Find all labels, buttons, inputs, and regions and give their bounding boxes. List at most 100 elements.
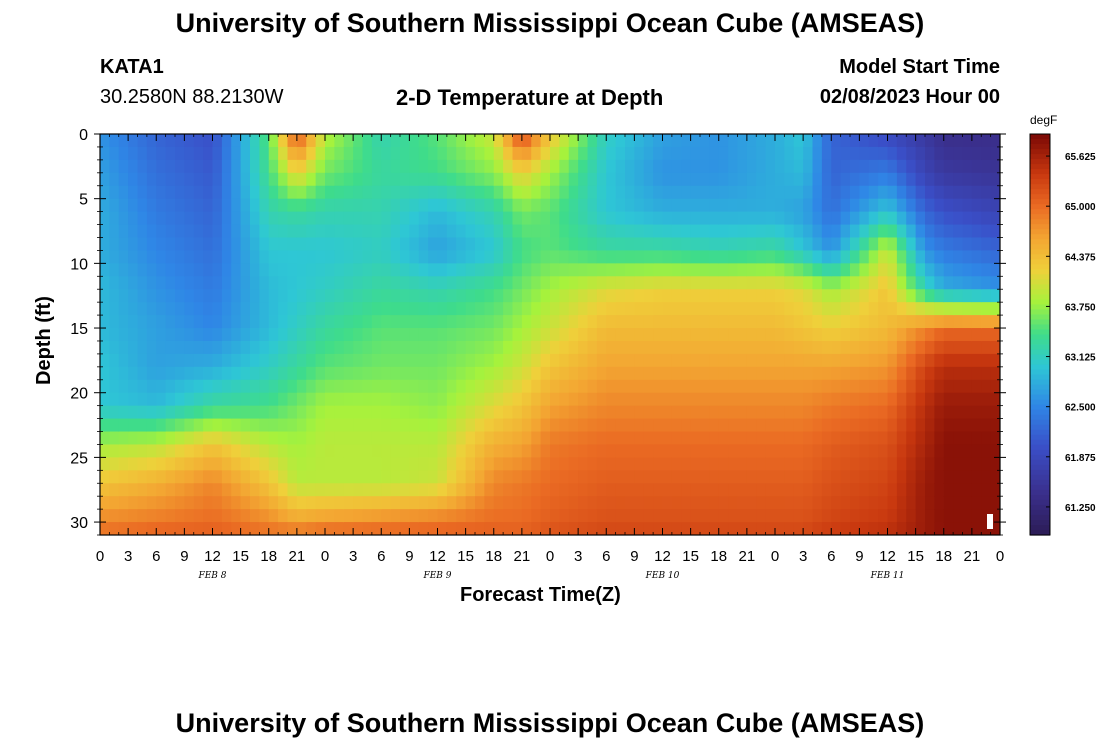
heatmap-cell — [625, 496, 635, 510]
heatmap-cell — [259, 172, 270, 187]
heatmap-cell — [859, 289, 870, 303]
heatmap-cell — [671, 483, 682, 497]
heatmap-cell — [259, 159, 270, 174]
heatmap-cell — [446, 159, 457, 174]
heatmap-cell — [662, 418, 673, 433]
heatmap-cell — [793, 185, 804, 200]
heatmap-cell — [353, 302, 364, 316]
heatmap-cell — [175, 328, 185, 342]
heatmap-cell — [193, 483, 204, 497]
heatmap-cell — [821, 496, 832, 510]
colorbar-swatch — [1030, 359, 1050, 366]
heatmap-cell — [278, 224, 289, 239]
colorbar-label: 63.750 — [1065, 302, 1096, 313]
heatmap-cell — [343, 470, 354, 484]
heatmap-cell — [221, 328, 232, 342]
heatmap-cell — [606, 315, 617, 329]
heatmap-cell — [587, 483, 598, 497]
heatmap-cell — [737, 483, 748, 497]
heatmap-cell — [100, 315, 110, 329]
heatmap-cell — [634, 457, 645, 471]
x-tick-label: 18 — [485, 548, 502, 565]
heatmap-cell — [371, 496, 382, 510]
heatmap-cell — [681, 457, 692, 471]
heatmap-cell — [606, 379, 617, 394]
heatmap-cell — [184, 172, 195, 187]
colorbar-swatch — [1030, 234, 1050, 240]
heatmap-cell — [353, 185, 364, 200]
heatmap-cell — [859, 522, 870, 535]
heatmap-cell — [887, 172, 898, 187]
heatmap-cell — [334, 496, 345, 510]
heatmap-cell — [259, 522, 270, 535]
heatmap-cell — [493, 250, 504, 264]
heatmap-cell — [821, 418, 832, 433]
heatmap-cell — [521, 405, 532, 420]
heatmap-cell — [409, 328, 420, 342]
x-tick-label: 21 — [739, 548, 756, 565]
heatmap-cell — [484, 276, 495, 290]
heatmap-cell — [128, 340, 139, 355]
heatmap-cell — [615, 134, 626, 148]
heatmap-cell — [184, 328, 195, 342]
heatmap-cell — [250, 172, 260, 187]
heatmap-cell — [662, 353, 673, 368]
heatmap-cell — [728, 302, 739, 316]
heatmap-cell — [746, 431, 757, 446]
heatmap-cell — [128, 276, 139, 290]
heatmap-cell — [915, 302, 926, 316]
heatmap-cell — [981, 328, 992, 342]
heatmap-cell — [737, 418, 748, 433]
heatmap-cell — [446, 315, 457, 329]
heatmap-cell — [775, 379, 785, 394]
heatmap-cell — [334, 276, 345, 290]
heatmap-cell — [831, 470, 842, 484]
heatmap-cell — [109, 509, 120, 523]
heatmap-cell — [550, 276, 560, 290]
heatmap-cell — [962, 328, 973, 342]
heatmap-cell — [325, 159, 335, 174]
heatmap-cell — [887, 302, 898, 316]
heatmap-cell — [381, 172, 392, 187]
heatmap-cell — [981, 457, 992, 471]
heatmap-cell — [231, 172, 242, 187]
heatmap-cell — [278, 457, 289, 471]
heatmap-cell — [756, 134, 767, 148]
heatmap-cell — [737, 185, 748, 200]
heatmap-cell — [334, 509, 345, 523]
heatmap-cell — [737, 198, 748, 213]
heatmap-cell — [625, 263, 635, 277]
heatmap-cell — [925, 250, 935, 264]
heatmap-cell — [915, 379, 926, 394]
heatmap-cell — [531, 146, 542, 161]
heatmap-cell — [278, 198, 289, 213]
heatmap-cell — [746, 198, 757, 213]
heatmap-cell — [821, 263, 832, 277]
heatmap-cell — [756, 172, 767, 187]
heatmap-cell — [221, 470, 232, 484]
heatmap-cell — [212, 470, 223, 484]
heatmap-cell — [400, 483, 410, 497]
heatmap-cell — [118, 172, 129, 187]
colorbar-swatch — [1030, 494, 1050, 501]
heatmap-cell — [606, 250, 617, 264]
heatmap-cell — [418, 340, 429, 355]
colorbar-swatch — [1030, 379, 1050, 386]
heatmap-cell — [868, 315, 879, 329]
heatmap-cell — [953, 198, 964, 213]
heatmap-cell — [634, 302, 645, 316]
colorbar-swatch — [1030, 214, 1050, 220]
heatmap-cell — [550, 263, 560, 277]
heatmap-cell — [484, 302, 495, 316]
heatmap-cell — [531, 302, 542, 316]
heatmap-cell — [653, 392, 664, 407]
heatmap-cell — [446, 224, 457, 239]
heatmap-cell — [428, 483, 439, 497]
heatmap-cell — [756, 418, 767, 433]
heatmap-cell — [756, 315, 767, 329]
heatmap-cell — [128, 457, 139, 471]
heatmap-cell — [465, 431, 476, 446]
heatmap-cell — [578, 185, 589, 200]
heatmap-cell — [296, 392, 307, 407]
heatmap-cell — [100, 289, 110, 303]
